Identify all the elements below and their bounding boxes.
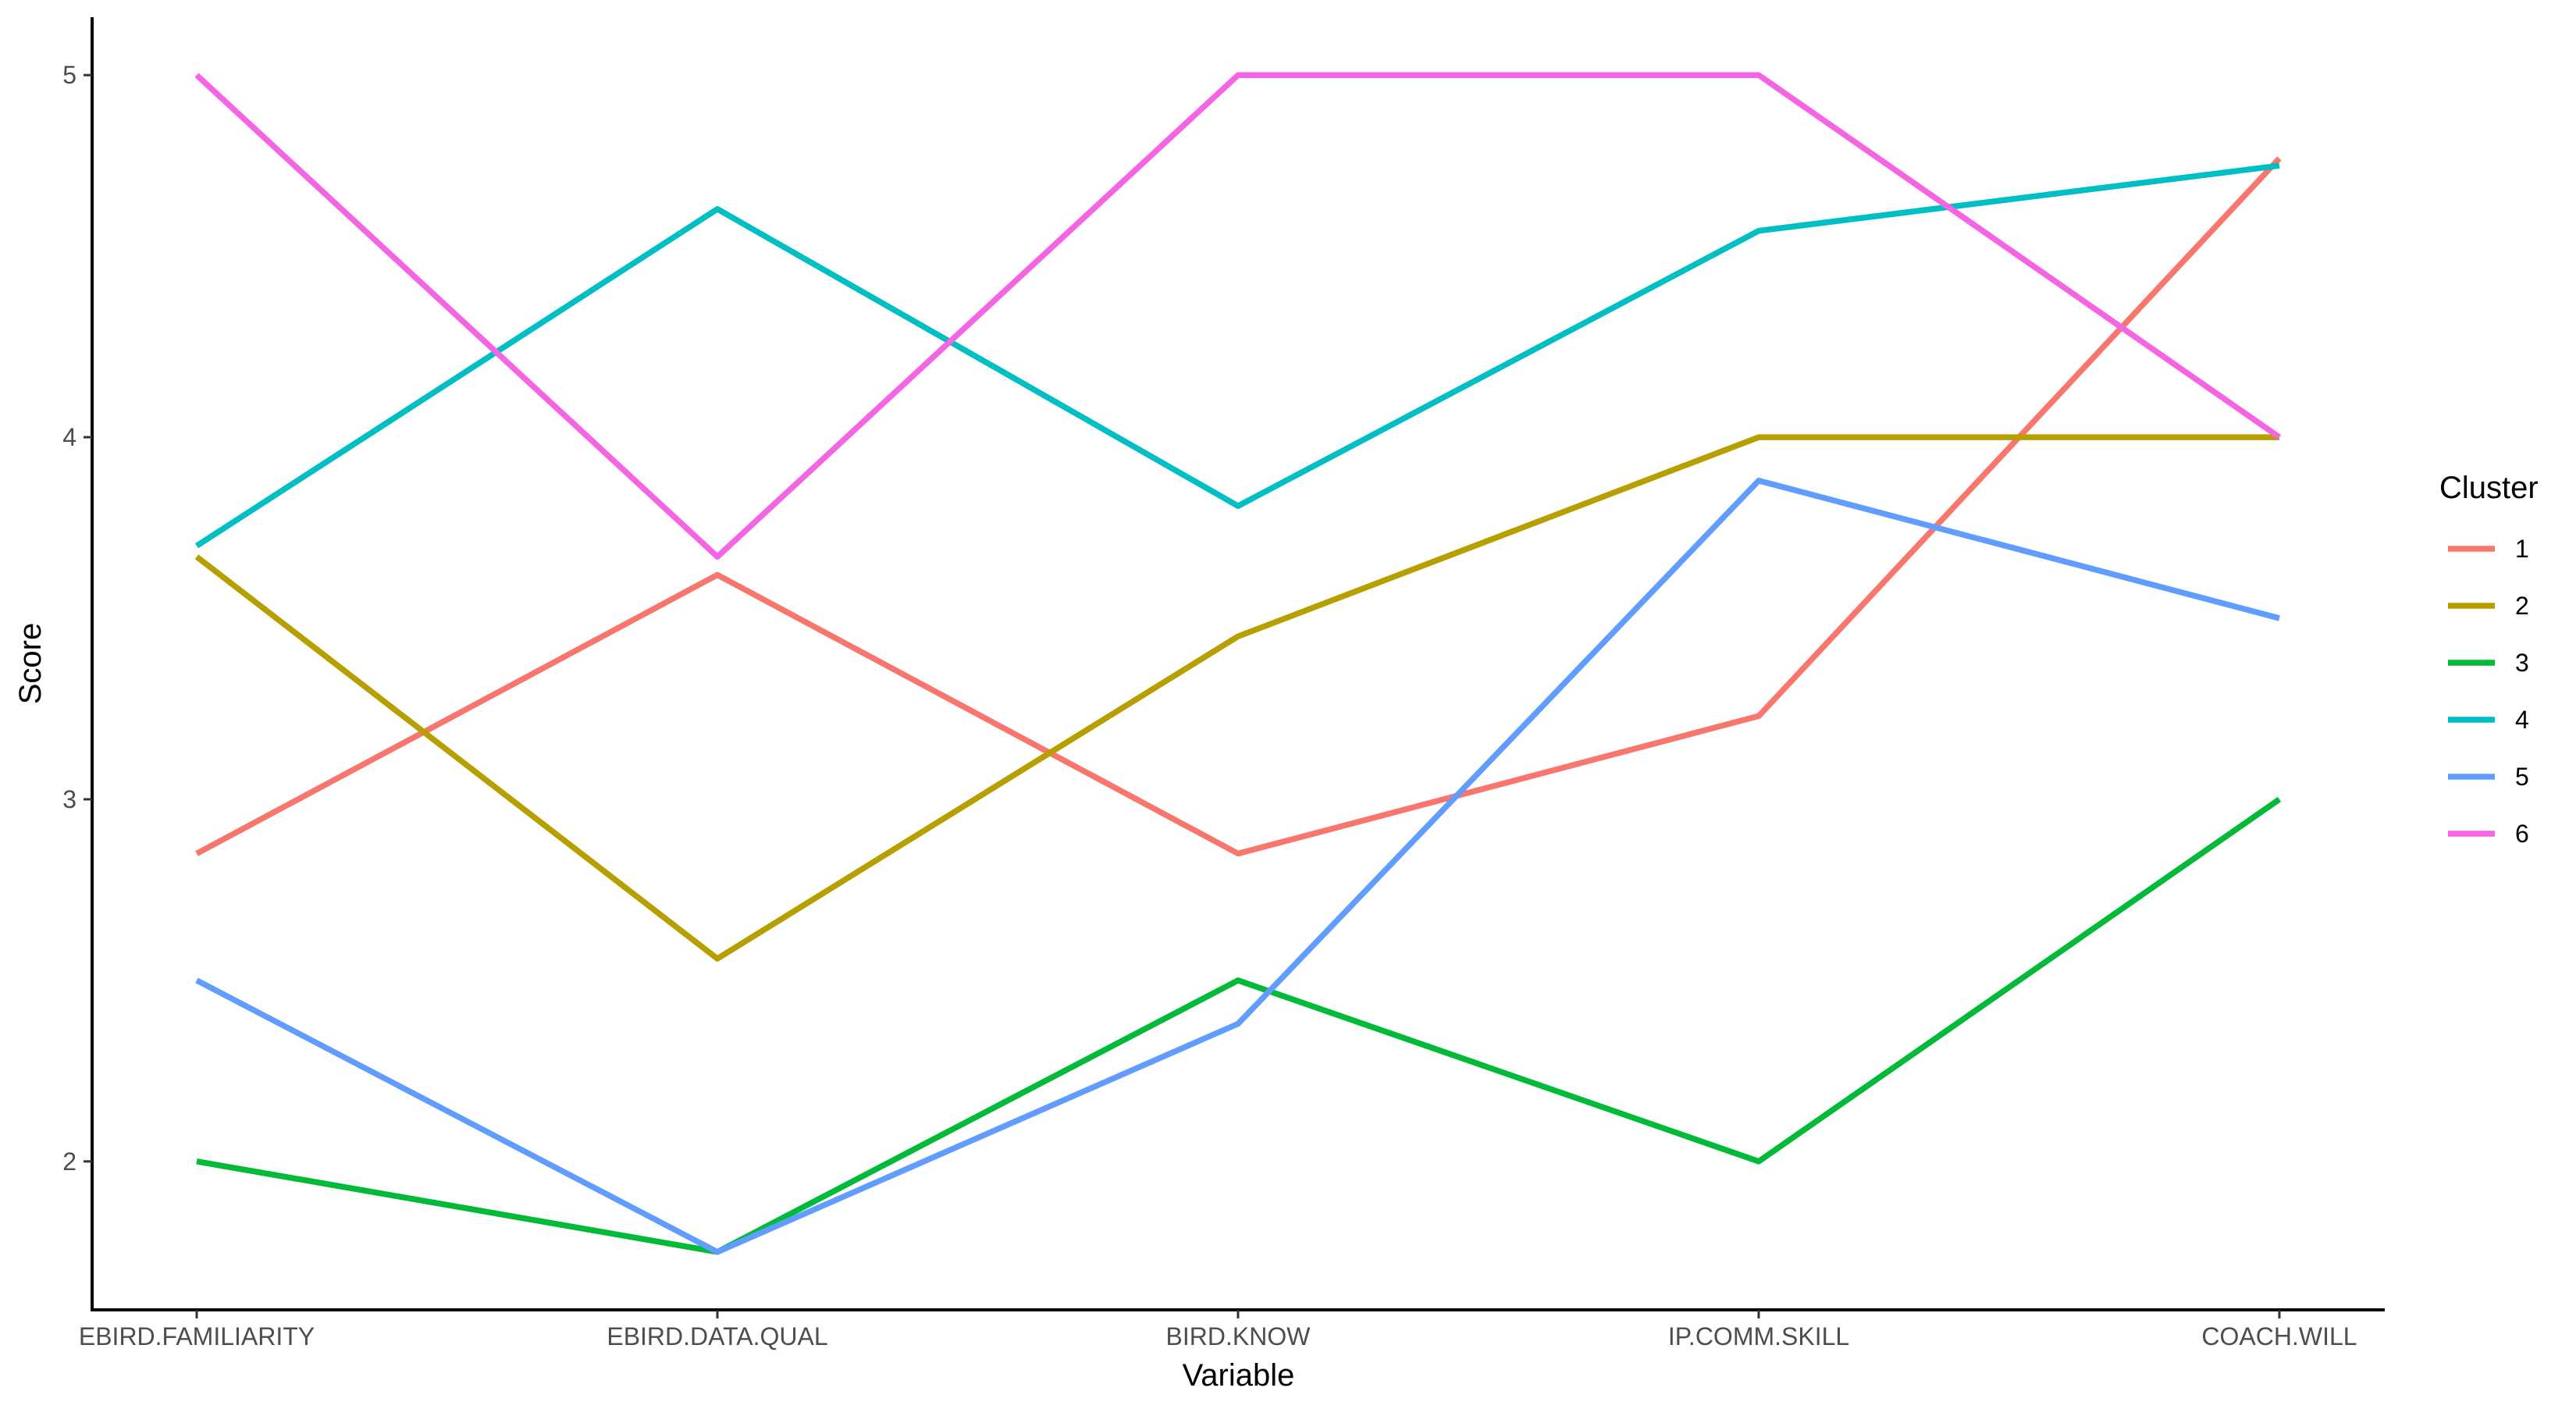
x-tick-label: EBIRD.FAMILIARITY — [79, 1322, 315, 1350]
legend-title: Cluster — [2439, 471, 2539, 505]
legend-label-cluster-3: 3 — [2515, 649, 2529, 677]
series-line-cluster-3 — [196, 796, 2282, 1255]
y-tick-label: 4 — [62, 423, 76, 451]
y-axis-ticks: 2 3 4 5 — [62, 61, 92, 1176]
x-tick-label: EBIRD.DATA.QUAL — [607, 1322, 827, 1350]
x-tick-label: COACH.WILL — [2201, 1322, 2357, 1350]
series-line-cluster-4 — [194, 162, 2280, 549]
y-tick-label: 3 — [62, 785, 76, 813]
y-axis-title: Score — [13, 623, 48, 705]
y-tick-label: 5 — [62, 61, 76, 89]
legend: Cluster 1 2 3 4 5 6 — [2439, 471, 2539, 848]
x-axis-title: Variable — [1183, 1358, 1295, 1393]
legend-label-cluster-4: 4 — [2515, 706, 2529, 734]
series-line-cluster-2 — [194, 434, 2279, 962]
series-line-cluster-5 — [195, 477, 2280, 1255]
x-tick-label: BIRD.KNOW — [1166, 1322, 1311, 1350]
legend-label-cluster-6: 6 — [2515, 820, 2529, 848]
x-axis-ticks: EBIRD.FAMILIARITY EBIRD.DATA.QUAL BIRD.KNO… — [79, 1310, 2357, 1350]
legend-label-cluster-1: 1 — [2515, 535, 2529, 563]
series-line-cluster-1 — [195, 156, 2282, 857]
series-line-cluster-6 — [194, 72, 2282, 560]
series-lines — [194, 72, 2282, 1255]
legend-label-cluster-2: 2 — [2515, 592, 2529, 620]
y-tick-label: 2 — [62, 1147, 76, 1176]
legend-label-cluster-5: 5 — [2515, 763, 2529, 791]
x-tick-label: IP.COMM.SKILL — [1668, 1322, 1849, 1350]
